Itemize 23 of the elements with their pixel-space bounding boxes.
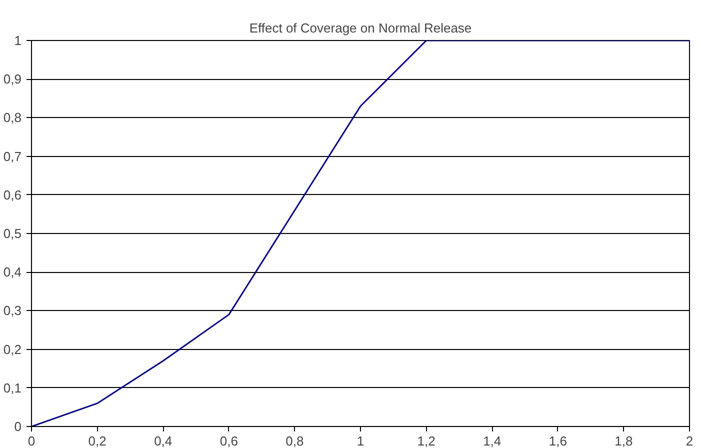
x-tick-label: 0 [28, 434, 36, 448]
x-tick-label: 0,4 [154, 434, 172, 448]
y-tick-label: 0,4 [3, 264, 22, 280]
x-tick-label: 0,6 [220, 434, 238, 448]
x-tick-label: 1,8 [614, 434, 633, 448]
y-tick-label: 0,2 [3, 342, 22, 357]
x-tick-label: 2 [686, 434, 694, 448]
y-tick-label: 0,8 [3, 110, 22, 126]
y-tick-label: 0,9 [3, 72, 22, 87]
x-tick-label: 1,2 [417, 434, 436, 448]
x-tick-label: 0,2 [88, 434, 106, 448]
x-tick-label: 1 [356, 434, 364, 448]
y-tick-label: 0,5 [3, 226, 22, 241]
y-tick-label: 0 [14, 419, 22, 434]
y-tick-label: 0,3 [3, 303, 22, 318]
x-tick-label: 0,8 [286, 434, 304, 448]
y-tick-label: 1 [14, 33, 22, 48]
y-tick-label: 0,1 [3, 380, 22, 396]
y-tick-label: 0,7 [3, 148, 22, 164]
y-tick-label: 0,6 [3, 187, 22, 202]
chart-title: Effect of Coverage on Normal Release [249, 20, 472, 36]
x-tick-label: 1,6 [548, 434, 567, 448]
x-tick-label: 1,4 [483, 434, 502, 448]
